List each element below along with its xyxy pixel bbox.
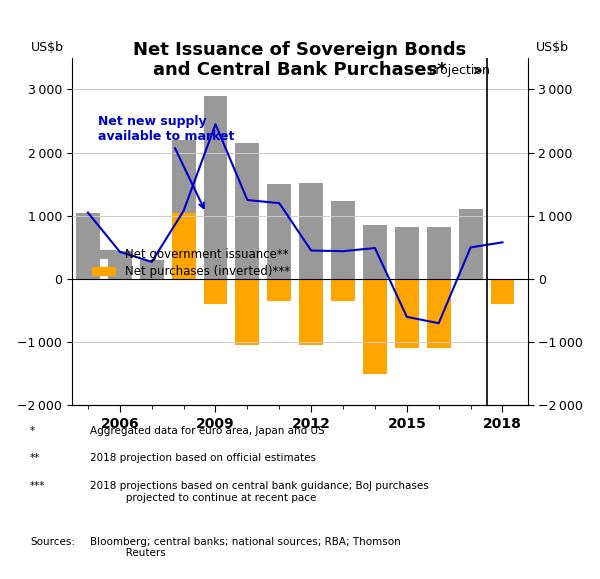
Bar xyxy=(203,96,227,279)
Bar xyxy=(235,279,259,345)
Bar xyxy=(76,212,100,279)
Bar xyxy=(331,201,355,279)
Text: US$b: US$b xyxy=(31,42,64,54)
Text: Aggregated data for euro area, Japan and US: Aggregated data for euro area, Japan and… xyxy=(90,426,325,435)
Bar xyxy=(331,279,355,301)
Bar xyxy=(395,227,419,279)
Text: ***: *** xyxy=(30,481,46,491)
Bar xyxy=(268,184,291,279)
Bar xyxy=(363,279,387,373)
Bar xyxy=(491,279,514,304)
Text: 2018 projections based on central bank guidance; BoJ purchases
           projec: 2018 projections based on central bank g… xyxy=(90,481,429,503)
Text: Net Issuance of Sovereign Bonds
and Central Bank Purchases*: Net Issuance of Sovereign Bonds and Cent… xyxy=(133,41,467,79)
Text: Sources:: Sources: xyxy=(30,537,75,547)
Text: US$b: US$b xyxy=(536,42,569,54)
Bar xyxy=(363,225,387,279)
Bar xyxy=(235,143,259,279)
Legend: Net government issuance**, Net purchases (inverted)***: Net government issuance**, Net purchases… xyxy=(92,248,290,278)
Text: Net new supply
available to market: Net new supply available to market xyxy=(98,115,234,208)
Bar xyxy=(268,279,291,301)
Bar xyxy=(395,279,419,349)
Bar xyxy=(427,279,451,349)
Text: Bloomberg; central banks; national sources; RBA; Thomson
           Reuters: Bloomberg; central banks; national sourc… xyxy=(90,537,401,558)
Text: *: * xyxy=(30,426,35,435)
Bar xyxy=(140,260,164,279)
Bar xyxy=(458,210,482,279)
Text: Projection: Projection xyxy=(429,64,491,77)
Bar xyxy=(299,183,323,279)
Bar xyxy=(427,227,451,279)
Text: **: ** xyxy=(30,453,40,463)
Bar xyxy=(172,212,196,279)
Bar xyxy=(203,279,227,304)
Bar xyxy=(108,251,132,279)
Bar xyxy=(172,140,196,279)
Text: 2018 projection based on official estimates: 2018 projection based on official estima… xyxy=(90,453,316,463)
Bar xyxy=(299,279,323,345)
